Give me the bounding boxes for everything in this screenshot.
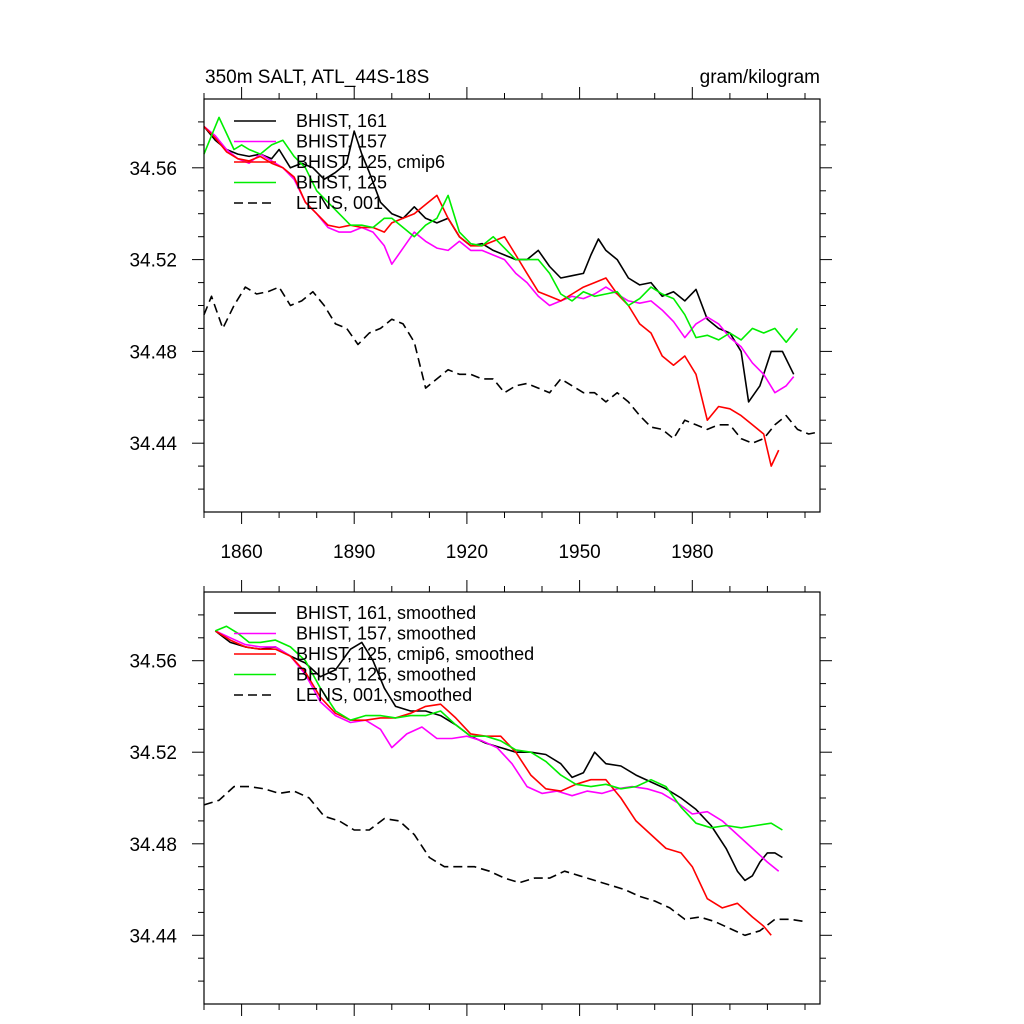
x-axis: 1860 1890 1920 1950 1980	[203, 87, 806, 563]
legend-label: BHIST, 125, smoothed	[296, 665, 476, 685]
y-tick-label: 34.52	[129, 251, 177, 272]
legend-label: BHIST, 157	[296, 132, 387, 152]
series-line-4	[214, 625, 783, 831]
legend-label: BHIST, 161, smoothed	[296, 603, 476, 623]
chart-title: 350m SALT, ATL_44S-18S	[205, 67, 429, 88]
y-tick-label: 34.48	[129, 342, 177, 363]
x-tick-label: 1890	[333, 542, 375, 563]
y-tick-label: 34.48	[129, 835, 177, 856]
y-tick-label: 34.44	[129, 926, 177, 947]
x-axis	[203, 580, 806, 1016]
y-axis: 34.44 34.48 34.52 34.56	[129, 121, 832, 490]
legend-label: BHIST, 125	[296, 173, 387, 193]
y-tick-label: 34.56	[129, 652, 177, 673]
units-label: gram/kilogram	[700, 67, 820, 88]
series-line-5	[203, 785, 806, 937]
series-line-3	[203, 125, 780, 467]
series-line-5	[203, 286, 821, 445]
series-line-1	[203, 125, 795, 403]
series-line-4	[203, 116, 799, 344]
series-group	[203, 116, 821, 467]
top-panel: 350m SALT, ATL_44S-18S gram/kilogram 186…	[129, 67, 832, 563]
legend-label: BHIST, 125, cmip6, smoothed	[296, 644, 534, 664]
x-tick-label: 1950	[558, 542, 600, 563]
x-tick-label: 1860	[220, 542, 262, 563]
series-line-1	[214, 630, 783, 882]
legend-label: LENS, 001	[296, 193, 383, 213]
legend-label: BHIST, 161	[296, 111, 387, 131]
y-axis: 34.44 34.48 34.52 34.56	[129, 614, 832, 982]
series-group	[203, 625, 806, 937]
x-tick-label: 1980	[671, 542, 713, 563]
legend-label: BHIST, 125, cmip6	[296, 152, 445, 172]
y-tick-label: 34.44	[129, 434, 177, 455]
y-tick-label: 34.56	[129, 159, 177, 180]
legend-label: LENS, 001, smoothed	[296, 685, 472, 705]
bottom-panel: 34.44 34.48 34.52 34.56 BHIST, 161, smoothed…	[129, 580, 832, 1016]
series-line-3	[214, 630, 772, 936]
x-tick-label: 1920	[446, 542, 488, 563]
legend-label: BHIST, 157, smoothed	[296, 624, 476, 644]
y-tick-label: 34.52	[129, 743, 177, 764]
series-line-2	[214, 630, 780, 872]
